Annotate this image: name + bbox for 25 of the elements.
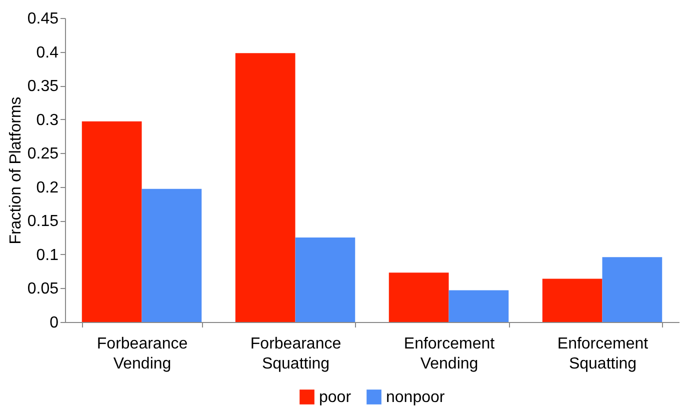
bar xyxy=(542,278,602,322)
legend-label: nonpoor xyxy=(386,389,446,406)
x-tick-label: Enforcement Squatting xyxy=(557,336,649,372)
bar xyxy=(295,238,356,322)
y-axis-title: Fraction of Platforms xyxy=(7,96,24,244)
y-tick-label: 0.4 xyxy=(36,44,59,62)
bar xyxy=(235,53,296,322)
y-tick-label: 0.1 xyxy=(36,246,59,264)
y-tick-label: 0.35 xyxy=(27,78,59,96)
bar xyxy=(82,121,142,322)
bar xyxy=(602,257,662,322)
legend-label: poor xyxy=(319,389,352,406)
x-tick-label: Enforcement Vending xyxy=(404,336,496,372)
y-tick-label: 0.05 xyxy=(27,280,59,298)
x-tick-label: Forbearance Squatting xyxy=(250,336,342,372)
y-tick-label: 0.2 xyxy=(36,179,59,196)
x-tick-label: Forbearance Vending xyxy=(96,336,188,372)
bar xyxy=(448,290,509,322)
y-tick-label: 0.45 xyxy=(27,10,59,28)
y-tick-label: 0 xyxy=(50,314,59,332)
y-tick-label: 0.3 xyxy=(36,112,59,129)
bar xyxy=(388,272,449,322)
y-tick-label: 0.25 xyxy=(27,146,59,163)
y-tick-label: 0.15 xyxy=(27,213,59,230)
bar xyxy=(142,188,202,322)
